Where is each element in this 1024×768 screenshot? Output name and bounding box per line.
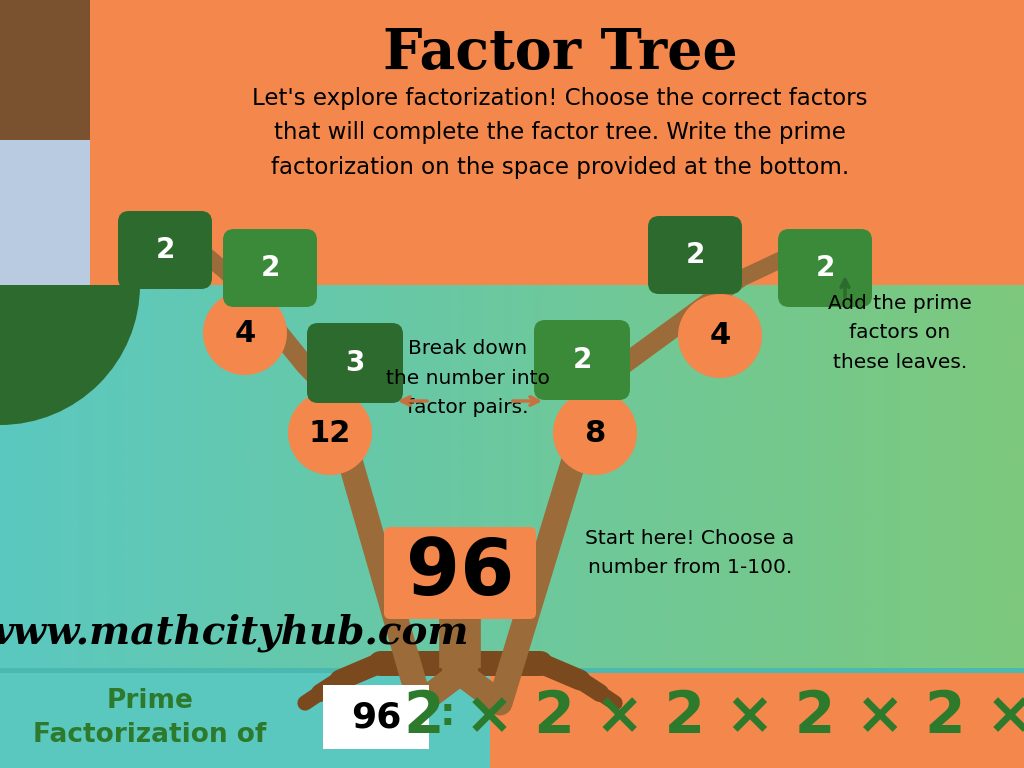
- Text: 12: 12: [309, 419, 351, 448]
- FancyBboxPatch shape: [0, 140, 90, 285]
- FancyBboxPatch shape: [648, 216, 742, 294]
- FancyBboxPatch shape: [0, 668, 490, 768]
- Text: 2 × 2 × 2 × 2 × 2 × 3: 2 × 2 × 2 × 2 × 2 × 3: [404, 687, 1024, 744]
- Text: Break down
the number into
factor pairs.: Break down the number into factor pairs.: [386, 339, 550, 417]
- Text: Start here! Choose a
number from 1-100.: Start here! Choose a number from 1-100.: [586, 528, 795, 578]
- Text: 2: 2: [815, 254, 835, 282]
- Text: 2: 2: [685, 241, 705, 269]
- Circle shape: [678, 294, 762, 378]
- FancyBboxPatch shape: [534, 320, 630, 400]
- Text: Prime
Factorization of: Prime Factorization of: [34, 687, 266, 749]
- Text: 4: 4: [710, 322, 731, 350]
- FancyBboxPatch shape: [0, 0, 90, 140]
- FancyBboxPatch shape: [223, 229, 317, 307]
- FancyBboxPatch shape: [778, 229, 872, 307]
- Circle shape: [288, 391, 372, 475]
- Wedge shape: [0, 285, 140, 425]
- Text: 2: 2: [260, 254, 280, 282]
- Text: www.mathcityhub.com: www.mathcityhub.com: [0, 614, 470, 652]
- FancyBboxPatch shape: [490, 668, 1024, 768]
- Text: 8: 8: [585, 419, 605, 448]
- FancyBboxPatch shape: [323, 685, 429, 749]
- Text: 96: 96: [351, 700, 401, 734]
- FancyBboxPatch shape: [0, 668, 1024, 673]
- Text: 4: 4: [234, 319, 256, 347]
- FancyBboxPatch shape: [0, 0, 1024, 285]
- FancyBboxPatch shape: [384, 527, 536, 619]
- Text: 2: 2: [572, 346, 592, 374]
- FancyBboxPatch shape: [307, 323, 403, 403]
- Text: :: :: [439, 695, 455, 733]
- Text: 96: 96: [406, 535, 514, 611]
- Text: 3: 3: [345, 349, 365, 377]
- FancyBboxPatch shape: [118, 211, 212, 289]
- Text: Add the prime
factors on
these leaves.: Add the prime factors on these leaves.: [828, 294, 972, 372]
- Text: 2: 2: [156, 236, 175, 264]
- Circle shape: [553, 391, 637, 475]
- Circle shape: [203, 291, 287, 375]
- Text: Factor Tree: Factor Tree: [383, 25, 737, 81]
- Text: Let's explore factorization! Choose the correct factors
that will complete the f: Let's explore factorization! Choose the …: [252, 87, 867, 179]
